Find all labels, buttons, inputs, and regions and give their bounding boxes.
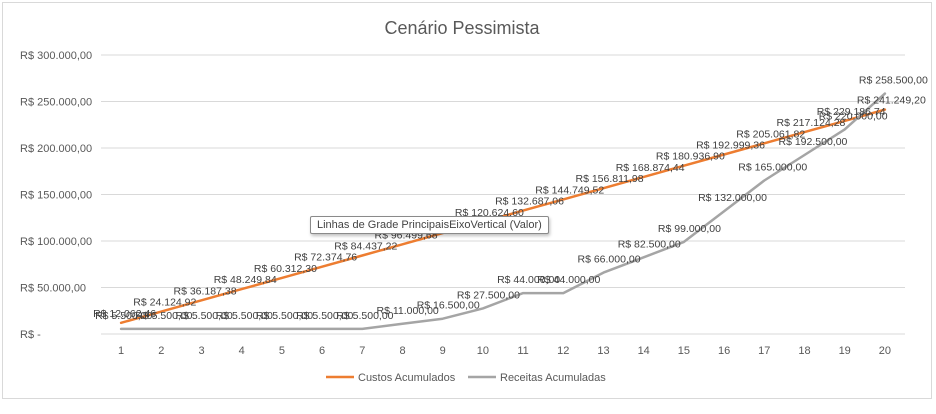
x-tick-label: 12 xyxy=(557,345,569,357)
data-label: R$ 5.500,00 xyxy=(216,310,273,322)
data-label: R$ 60.312,30 xyxy=(254,263,317,275)
data-label: R$ 12.062,46 xyxy=(93,308,156,320)
data-label: R$ 66.000,00 xyxy=(578,254,641,266)
chart-border xyxy=(2,2,932,399)
data-label: R$ 120.624,60 xyxy=(455,207,524,219)
data-label: R$ 36.187,38 xyxy=(174,285,237,297)
data-label: R$ 168.874,44 xyxy=(616,162,685,174)
x-tick-label: 18 xyxy=(798,345,810,357)
data-label: R$ 205.061,82 xyxy=(736,128,805,140)
data-label: R$ 5.500,00 xyxy=(256,310,313,322)
x-tick-label: 9 xyxy=(440,345,446,357)
x-tick-label: 6 xyxy=(319,345,325,357)
data-label: R$ 44.000,00 xyxy=(497,274,560,286)
gridlines xyxy=(101,54,905,335)
x-tick-label: 2 xyxy=(158,345,164,357)
data-label: R$ 44.000,00 xyxy=(537,274,600,286)
data-label: R$ 16.500,00 xyxy=(417,300,480,312)
y-tick-label: R$ 250.000,00 xyxy=(20,97,92,109)
data-label: R$ 5.500,00 xyxy=(95,310,152,322)
x-tick-label: 7 xyxy=(359,345,365,357)
data-label: R$ 48.249,84 xyxy=(214,274,277,286)
y-tick-label: R$ 300.000,00 xyxy=(20,50,92,62)
x-tick-label: 17 xyxy=(758,345,770,357)
y-tick-label: R$ 150.000,00 xyxy=(20,190,92,202)
x-tick-label: 15 xyxy=(678,345,690,357)
x-tick-label: 16 xyxy=(718,345,730,357)
y-axis: R$ - R$ 50.000,00 R$ 100.000,00 R$ 150.000,… xyxy=(20,50,92,341)
data-label: R$ 11.000,00 xyxy=(377,305,439,317)
data-label: R$ 132.000,00 xyxy=(698,192,767,204)
data-label: R$ 156.811,98 xyxy=(576,173,644,185)
x-tick-label: 11 xyxy=(517,345,528,357)
data-label: R$ 258.500,00 xyxy=(859,75,928,87)
gridline-tooltip: Linhas de Grade PrincipaisEixoVertical (… xyxy=(310,216,549,234)
data-label: R$ 5.500,00 xyxy=(135,310,192,322)
series-line-receitas xyxy=(119,92,887,331)
data-label: R$ 229.186,74 xyxy=(817,106,886,118)
legend: Custos Acumulados Receitas Acumuladas xyxy=(326,372,606,384)
legend-label: Custos Acumulados xyxy=(358,372,456,384)
x-tick-label: 8 xyxy=(399,345,405,357)
y-tick-label: R$ 200.000,00 xyxy=(20,143,92,155)
data-label: R$ 5.500,00 xyxy=(336,310,393,322)
data-label: R$ 72.374,76 xyxy=(294,252,357,264)
data-label: R$ 24.124,92 xyxy=(133,297,196,309)
data-label: R$ 99.000,00 xyxy=(658,223,721,235)
data-label: R$ 27.500,00 xyxy=(457,289,520,301)
y-tick-label: R$ 50.000,00 xyxy=(20,283,86,295)
y-tick-label: R$ 100.000,00 xyxy=(20,236,92,248)
data-label: R$ 144.749,52 xyxy=(535,184,604,196)
x-axis: 1 2 3 4 5 6 7 8 9 10 11 12 13 14 15 16 17 18 19 20 xyxy=(118,345,891,357)
chart-title: Cenário Pessimista xyxy=(384,18,540,38)
x-tick-label: 4 xyxy=(239,345,245,357)
data-label: R$ 192.999,36 xyxy=(696,140,765,152)
x-tick-label: 14 xyxy=(638,345,650,357)
data-labels: R$ 12.062,46R$ 24.124,92R$ 36.187,38R$ 4… xyxy=(93,75,928,322)
y-tick-label: R$ - xyxy=(20,329,41,341)
x-tick-label: 13 xyxy=(597,345,609,357)
data-label: R$ 220.000,00 xyxy=(819,110,888,122)
x-tick-label: 10 xyxy=(477,345,489,357)
legend-label: Receitas Acumuladas xyxy=(500,372,606,384)
data-label: R$ 217.124,28 xyxy=(777,117,846,129)
data-label: R$ 5.500,00 xyxy=(296,310,353,322)
data-label: R$ 241.249,20 xyxy=(857,95,926,107)
data-label: R$ 82.500,00 xyxy=(618,238,681,250)
x-tick-label: 3 xyxy=(198,345,204,357)
data-label: R$ 84.437,22 xyxy=(334,240,397,252)
x-tick-label: 5 xyxy=(279,345,285,357)
data-label: R$ 132.687,06 xyxy=(495,196,564,208)
data-label: R$ 5.500,00 xyxy=(176,310,233,322)
x-tick-label: 1 xyxy=(118,345,124,357)
x-tick-label: 20 xyxy=(879,345,891,357)
data-label: R$ 180.936,90 xyxy=(656,151,725,163)
x-tick-label: 19 xyxy=(839,345,851,357)
data-label: R$ 192.500,00 xyxy=(779,136,848,148)
data-label: R$ 165.000,00 xyxy=(738,162,807,174)
